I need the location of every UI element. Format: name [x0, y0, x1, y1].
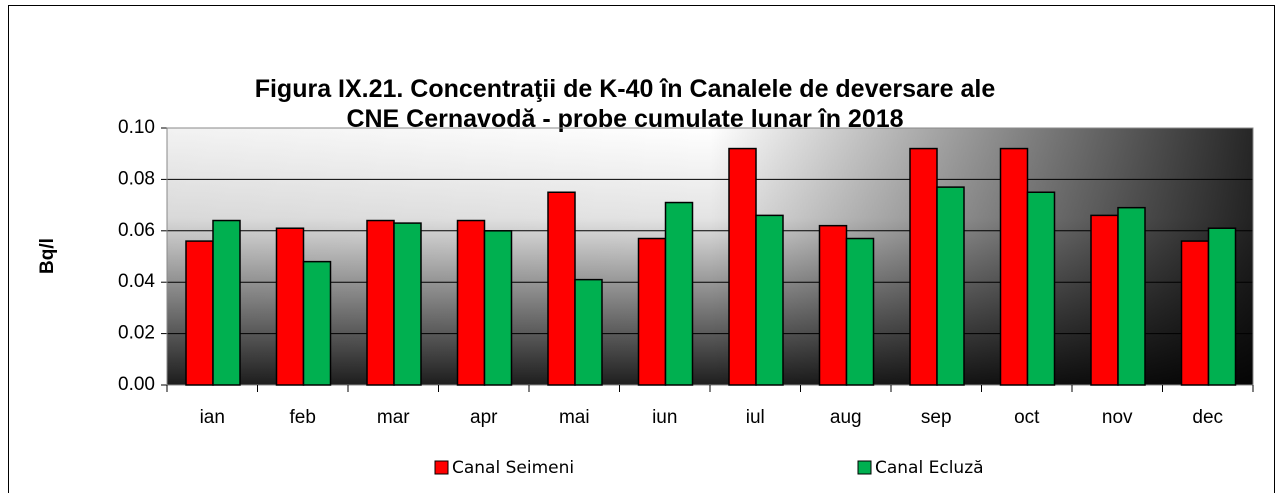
bar	[212, 219, 241, 386]
x-tick-label: apr	[470, 407, 498, 428]
x-tick-label: nov	[1102, 407, 1133, 428]
title-line: Figura IX.21. Concentraţii de K-40 în Ca…	[255, 75, 996, 103]
x-tick-label: iun	[652, 407, 677, 428]
legend-swatch	[434, 460, 449, 475]
bar	[275, 227, 305, 386]
y-tick-label: 0.00	[118, 374, 155, 395]
x-tick-label: feb	[290, 407, 316, 428]
bar	[574, 278, 603, 386]
x-tick-label: aug	[830, 407, 862, 428]
bar	[366, 219, 395, 386]
y-tick-label: 0.08	[118, 168, 155, 189]
bar	[1207, 227, 1237, 386]
y-tick-label: 0.10	[118, 117, 155, 138]
bar	[999, 147, 1029, 386]
bar	[185, 240, 214, 386]
bar	[1117, 206, 1146, 386]
bar	[393, 222, 422, 386]
x-tick-label: iul	[746, 407, 765, 428]
bar	[818, 224, 848, 386]
x-tick-label: sep	[921, 407, 952, 428]
legend-label: Canal Ecluză	[875, 458, 984, 478]
legend-label: Canal Seimeni	[452, 458, 574, 478]
x-tick-label: mai	[559, 407, 590, 428]
bar	[1026, 191, 1056, 386]
bar	[637, 237, 667, 386]
x-tick-label: oct	[1014, 407, 1040, 428]
bar	[936, 186, 965, 386]
bar	[845, 237, 875, 386]
x-tick-label: mar	[377, 407, 410, 428]
bar	[664, 201, 694, 386]
bar	[456, 219, 486, 386]
bar	[302, 260, 332, 386]
bar	[483, 230, 513, 386]
bar	[1180, 240, 1210, 386]
y-tick-label: 0.06	[118, 220, 155, 241]
plot-shade	[167, 128, 1253, 385]
bar	[1090, 214, 1119, 386]
x-tick-label: dec	[1192, 407, 1223, 428]
legend-swatch	[857, 460, 872, 475]
y-tick-label: 0.04	[118, 271, 155, 292]
y-tick-label: 0.02	[118, 323, 155, 344]
bar	[728, 147, 757, 386]
bar	[755, 214, 784, 386]
bar	[909, 147, 938, 386]
bar	[547, 191, 576, 386]
x-tick-label: ian	[200, 407, 225, 428]
y-axis-label: Bq/l	[37, 238, 58, 274]
